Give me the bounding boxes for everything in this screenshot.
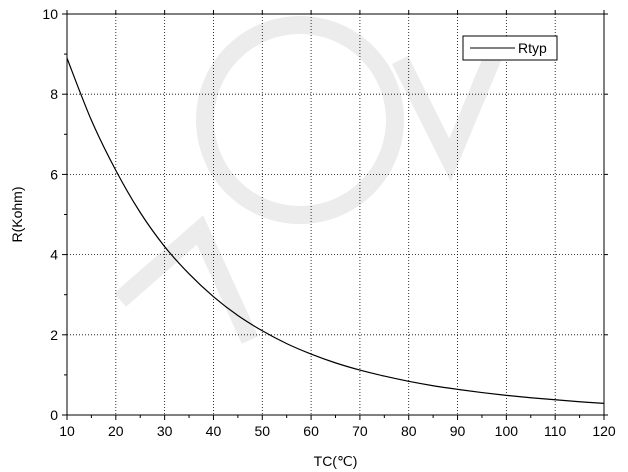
x-tick-label-50: 50 <box>254 423 270 439</box>
ticks: 10 20 30 40 50 60 70 80 90 100 110 120 0 2 4 6 8 10 <box>42 6 615 439</box>
x-axis-title: TC(℃) <box>314 453 358 469</box>
x-tick-label-100: 100 <box>495 423 519 439</box>
x-tick-label-60: 60 <box>303 423 319 439</box>
x-tick-label-10: 10 <box>59 423 75 439</box>
y-tick-label-8: 8 <box>50 86 58 102</box>
x-tick-label-70: 70 <box>352 423 368 439</box>
x-tick-label-30: 30 <box>157 423 173 439</box>
watermark <box>114 16 509 344</box>
grid <box>67 14 604 415</box>
x-tick-label-90: 90 <box>450 423 466 439</box>
legend-label-rtyp: Rtyp <box>518 40 547 56</box>
x-tick-label-20: 20 <box>108 423 124 439</box>
x-tick-label-40: 40 <box>206 423 222 439</box>
y-tick-label-4: 4 <box>50 247 58 263</box>
x-tick-label-120: 120 <box>592 423 616 439</box>
y-axis-title: R(Kohm) <box>9 186 25 242</box>
series-line-rtyp <box>66 57 605 404</box>
x-tick-label-110: 110 <box>544 423 567 439</box>
y-tick-label-2: 2 <box>50 327 58 343</box>
y-tick-label-0: 0 <box>50 407 58 423</box>
legend: Rtyp <box>462 35 558 61</box>
x-tick-label-80: 80 <box>401 423 417 439</box>
y-tick-label-10: 10 <box>42 6 58 22</box>
series <box>66 57 605 404</box>
y-tick-label-6: 6 <box>50 166 58 182</box>
